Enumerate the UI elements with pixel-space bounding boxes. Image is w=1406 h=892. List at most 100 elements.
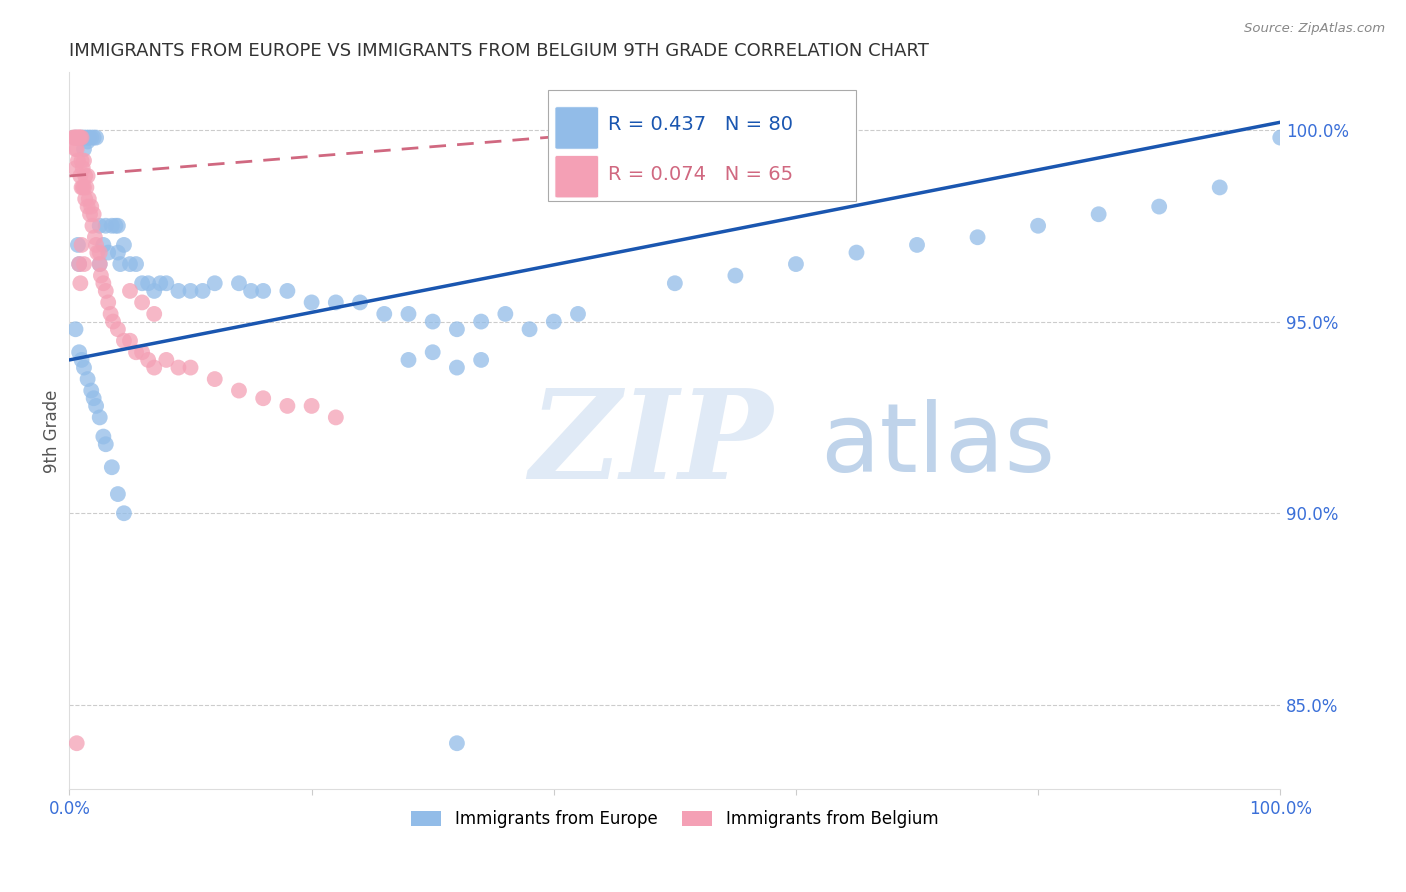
- Point: [276, 284, 298, 298]
- Point: [73, 130, 96, 145]
- Point: [167, 284, 190, 298]
- Point: [90, 268, 112, 283]
- Point: [84, 399, 107, 413]
- Point: [66, 736, 89, 750]
- Point: [1147, 200, 1170, 214]
- Point: [69, 130, 91, 145]
- Point: [101, 219, 124, 233]
- Point: [240, 284, 263, 298]
- Point: [228, 384, 250, 398]
- Point: [66, 238, 89, 252]
- Point: [125, 257, 148, 271]
- Point: [83, 130, 105, 145]
- Point: [77, 192, 100, 206]
- Point: [66, 153, 89, 168]
- Text: Source: ZipAtlas.com: Source: ZipAtlas.com: [1244, 22, 1385, 36]
- Point: [84, 238, 107, 252]
- Y-axis label: 9th Grade: 9th Grade: [44, 389, 60, 473]
- Point: [72, 180, 94, 194]
- Point: [63, 130, 86, 145]
- Point: [131, 277, 153, 291]
- Point: [724, 268, 747, 283]
- Point: [1026, 219, 1049, 233]
- Point: [94, 437, 117, 451]
- Point: [70, 180, 93, 194]
- Point: [73, 257, 96, 271]
- Point: [73, 153, 96, 168]
- Point: [76, 200, 98, 214]
- Point: [77, 130, 100, 145]
- Point: [76, 135, 98, 149]
- Point: [93, 429, 115, 443]
- Point: [845, 245, 868, 260]
- Point: [93, 238, 115, 252]
- Point: [66, 130, 89, 145]
- Point: [519, 322, 541, 336]
- Point: [110, 257, 132, 271]
- Point: [252, 391, 274, 405]
- Point: [155, 277, 177, 291]
- Point: [143, 284, 166, 298]
- Point: [167, 360, 190, 375]
- FancyBboxPatch shape: [555, 155, 599, 198]
- Point: [93, 277, 115, 291]
- Point: [446, 360, 468, 375]
- Point: [62, 130, 84, 145]
- Text: IMMIGRANTS FROM EUROPE VS IMMIGRANTS FROM BELGIUM 9TH GRADE CORRELATION CHART: IMMIGRANTS FROM EUROPE VS IMMIGRANTS FRO…: [69, 42, 929, 60]
- Point: [204, 372, 226, 386]
- Point: [905, 238, 928, 252]
- Point: [966, 230, 988, 244]
- Point: [83, 207, 105, 221]
- Text: ZIP: ZIP: [530, 384, 773, 506]
- Point: [67, 257, 90, 271]
- Point: [107, 487, 129, 501]
- Point: [446, 322, 468, 336]
- Point: [76, 372, 98, 386]
- Point: [69, 277, 91, 291]
- Point: [180, 360, 202, 375]
- Point: [191, 284, 214, 298]
- Point: [75, 130, 97, 145]
- Point: [83, 230, 105, 244]
- Point: [101, 460, 124, 475]
- Point: [252, 284, 274, 298]
- Point: [112, 506, 135, 520]
- Point: [664, 277, 686, 291]
- Point: [325, 295, 347, 310]
- Text: atlas: atlas: [820, 399, 1056, 491]
- Point: [73, 142, 96, 156]
- Point: [75, 169, 97, 183]
- Point: [84, 130, 107, 145]
- Point: [143, 360, 166, 375]
- Point: [204, 277, 226, 291]
- Legend: Immigrants from Europe, Immigrants from Belgium: Immigrants from Europe, Immigrants from …: [405, 804, 945, 835]
- Point: [118, 257, 141, 271]
- Point: [118, 284, 141, 298]
- Point: [73, 180, 96, 194]
- Point: [67, 130, 90, 145]
- Point: [325, 410, 347, 425]
- Point: [136, 277, 159, 291]
- Point: [67, 345, 90, 359]
- Point: [97, 295, 120, 310]
- Point: [112, 334, 135, 348]
- Point: [494, 307, 516, 321]
- Text: R = 0.074   N = 65: R = 0.074 N = 65: [609, 165, 793, 185]
- Point: [80, 200, 103, 214]
- Point: [70, 153, 93, 168]
- Point: [228, 277, 250, 291]
- Point: [1087, 207, 1109, 221]
- Point: [104, 219, 127, 233]
- Point: [76, 169, 98, 183]
- Point: [65, 161, 87, 176]
- Point: [398, 352, 420, 367]
- Point: [373, 307, 395, 321]
- Point: [136, 352, 159, 367]
- Point: [83, 391, 105, 405]
- Point: [107, 322, 129, 336]
- Point: [66, 130, 89, 145]
- Point: [70, 130, 93, 145]
- Point: [75, 180, 97, 194]
- Point: [79, 207, 101, 221]
- Text: R = 0.437   N = 80: R = 0.437 N = 80: [609, 115, 793, 135]
